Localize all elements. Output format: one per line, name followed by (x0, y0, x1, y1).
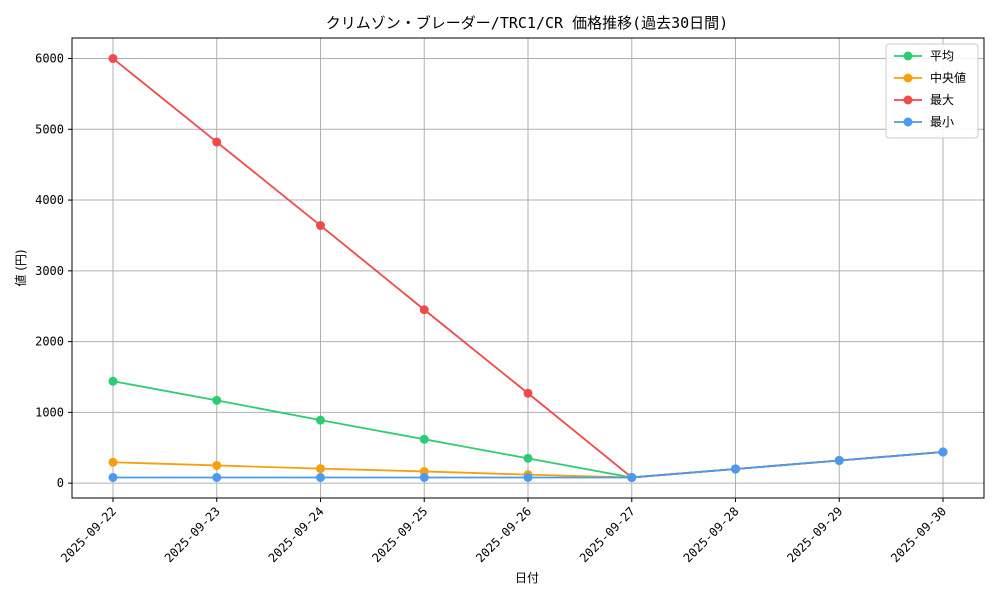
data-point (316, 472, 325, 482)
legend-item: 最大 (894, 93, 954, 107)
y-tick-label: 1000 (35, 405, 64, 419)
x-tick-label: 2025-09-27 (577, 504, 638, 565)
data-point (938, 447, 948, 457)
y-tick-label: 0 (57, 476, 64, 490)
x-axis: 2025-09-22 2025-09-23 2025-09-24 2025-09-25… (58, 498, 949, 565)
legend-label: 最大 (930, 93, 954, 107)
data-point (108, 457, 118, 467)
legend-marker (903, 117, 913, 127)
data-point (419, 472, 429, 482)
legend-box (885, 43, 979, 139)
data-point (212, 472, 222, 482)
data-point (419, 434, 429, 444)
legend-marker (903, 73, 913, 83)
data-point (834, 455, 844, 465)
data-point (212, 460, 222, 470)
x-tick-label: 2025-09-30 (888, 504, 949, 565)
x-tick-label: 2025-09-28 (681, 504, 742, 565)
y-tick-label: 5000 (35, 122, 64, 136)
x-tick-label: 2025-09-25 (369, 504, 430, 565)
x-tick-label: 2025-09-23 (162, 504, 223, 565)
y-tick-label: 2000 (35, 335, 64, 349)
data-point (523, 388, 533, 398)
grid (72, 38, 984, 498)
data-point (627, 472, 637, 482)
x-axis-label: 日付 (515, 571, 539, 585)
legend-label: 最小 (930, 115, 954, 129)
data-point (108, 376, 118, 386)
y-tick-label: 3000 (35, 264, 64, 278)
data-point (523, 453, 533, 463)
x-tick-label: 2025-09-22 (58, 504, 119, 565)
y-axis-label: 値 (円) (13, 249, 28, 286)
legend-label: 平均 (930, 49, 954, 63)
data-point (523, 472, 533, 482)
data-point (316, 221, 325, 231)
data-point (108, 54, 118, 64)
y-axis: 0 1000 2000 3000 4000 5000 6000 (35, 52, 72, 490)
x-tick-label: 2025-09-29 (784, 504, 845, 565)
legend-item: 平均 (894, 49, 954, 63)
x-tick-label: 2025-09-26 (473, 504, 534, 565)
data-point (316, 464, 325, 474)
data-point (212, 137, 222, 147)
chart-title: クリムゾン・ブレーダー/TRC1/CR 価格推移(過去30日間) (326, 14, 728, 32)
legend-marker (903, 51, 913, 61)
series-group (108, 54, 948, 482)
data-point (419, 305, 429, 315)
legend-item: 最小 (894, 115, 954, 129)
data-point (731, 464, 740, 474)
series-3 (108, 447, 948, 482)
legend-marker (903, 95, 913, 105)
y-tick-label: 6000 (35, 52, 64, 66)
data-point (212, 395, 222, 405)
legend-label: 中央値 (930, 70, 966, 85)
data-point (108, 472, 118, 482)
data-point (316, 415, 325, 425)
x-tick-label: 2025-09-24 (266, 504, 327, 565)
legend-item: 中央値 (894, 70, 966, 85)
y-tick-label: 4000 (35, 193, 64, 207)
